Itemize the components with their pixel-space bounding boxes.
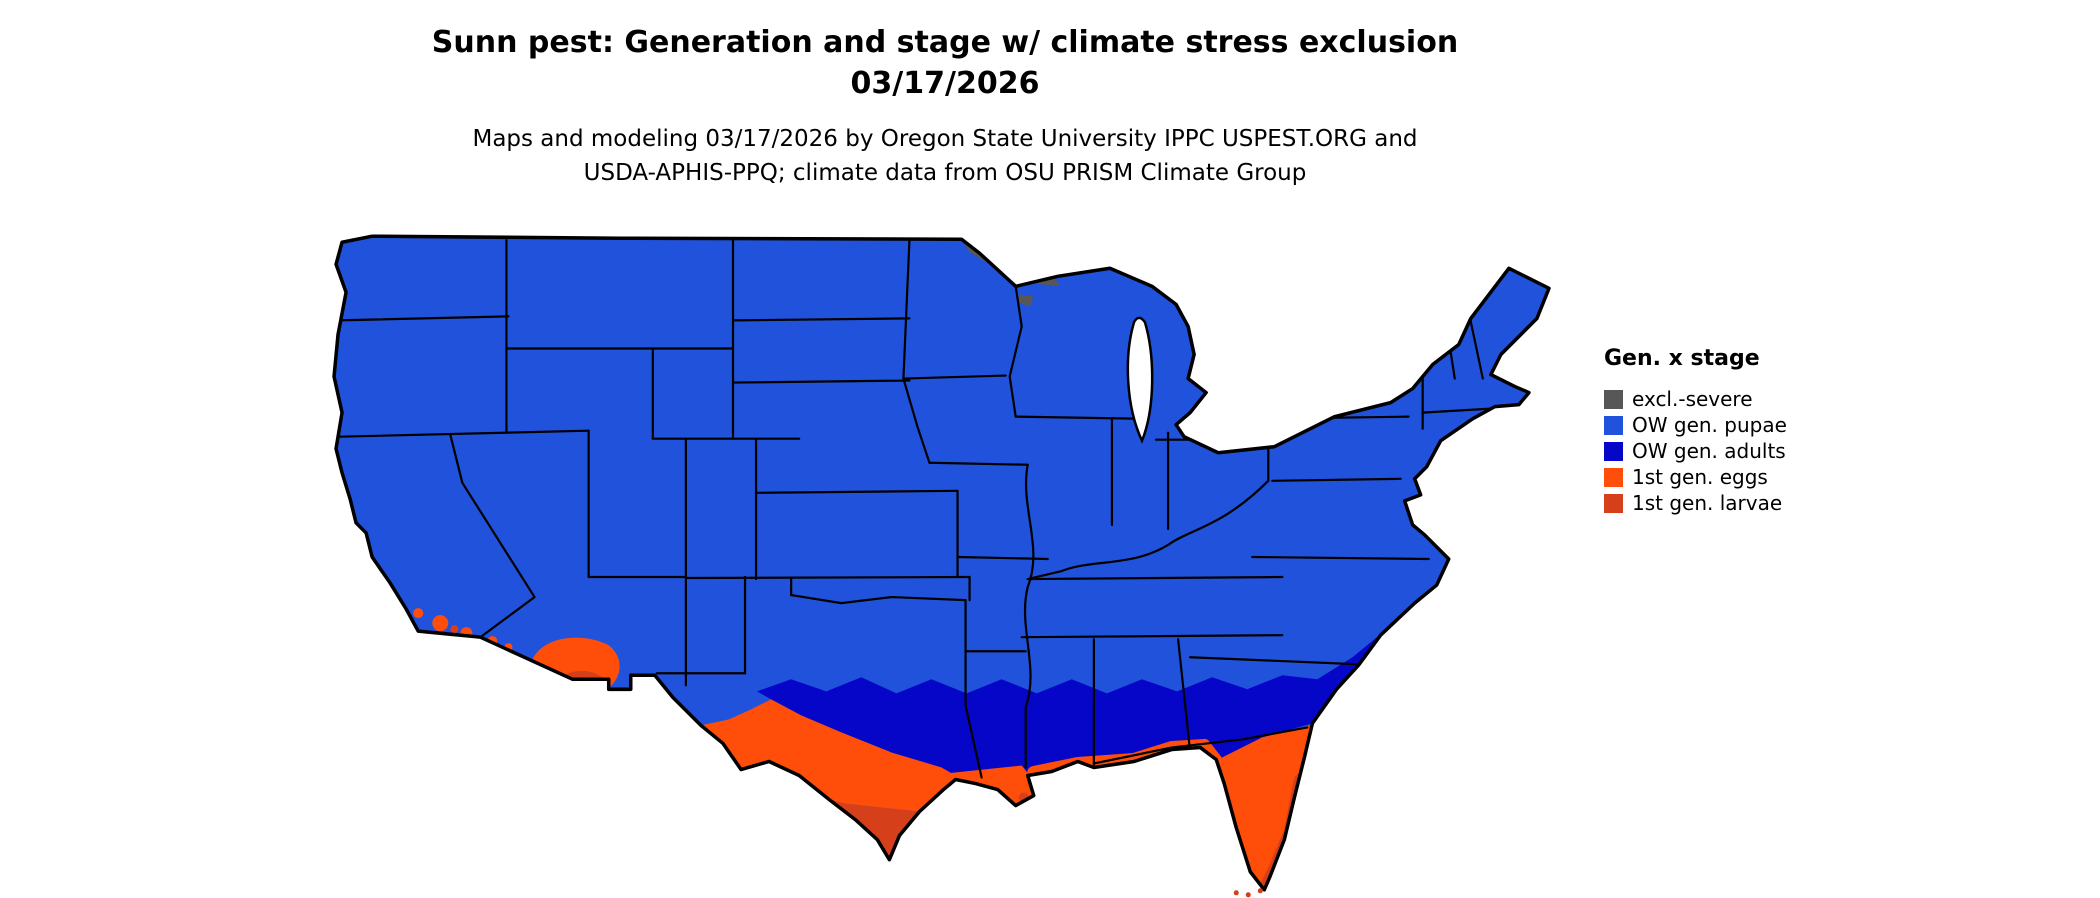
legend-title: Gen. x stage	[1604, 346, 1760, 371]
region-eggs-texas	[700, 699, 956, 812]
legend-swatch-larvae	[1604, 493, 1623, 513]
keys-dot-2	[1245, 892, 1251, 898]
legend-item-eggs: 1st gen. eggs	[1604, 464, 1884, 490]
state-borders	[336, 239, 1492, 779]
lake-michigan	[1126, 316, 1154, 444]
legend-swatch-eggs	[1604, 467, 1623, 487]
region-eggs-florida-peninsula	[1218, 725, 1311, 888]
page-subtitle: Maps and modeling 03/17/2026 by Oregon S…	[350, 122, 1540, 190]
legend-label-ow-pupae: OW gen. pupae	[1632, 413, 1787, 437]
region-larvae-rio-grande	[829, 799, 920, 860]
title-line-1: Sunn pest: Generation and stage w/ clima…	[431, 25, 1459, 60]
legend-label-ow-adults: OW gen. adults	[1632, 439, 1786, 463]
region-ow-adults-band	[757, 629, 1387, 806]
page-title: Sunn pest: Generation and stage w/ clima…	[350, 22, 1540, 104]
legend-label-eggs: 1st gen. eggs	[1632, 465, 1768, 489]
keys-dot-1	[1233, 890, 1239, 896]
legend-item-ow-adults: OW gen. adults	[1604, 438, 1884, 464]
legend-swatch-ow-adults	[1604, 441, 1623, 461]
subtitle-line-2: USDA-APHIS-PPQ; climate data from OSU PR…	[583, 160, 1307, 186]
legend-label-excl-severe: excl.-severe	[1632, 387, 1753, 411]
us-map	[332, 234, 1551, 898]
legend-label-larvae: 1st gen. larvae	[1632, 491, 1783, 515]
region-eggs-socal-4	[413, 608, 424, 619]
region-eggs-socal-1	[432, 615, 449, 632]
florida-keys	[1233, 888, 1263, 898]
region-excl-severe-minnesota-spot	[1017, 294, 1034, 307]
title-line-2: 03/17/2026	[850, 66, 1040, 101]
legend-item-excl-severe: excl.-severe	[1604, 386, 1884, 412]
region-larvae-socal-dot	[450, 625, 459, 634]
map-legend: Gen. x stage excl.-severe OW gen. pupae …	[1604, 346, 1884, 516]
keys-dot-3	[1257, 888, 1263, 894]
legend-swatch-ow-pupae	[1604, 415, 1623, 435]
legend-item-ow-pupae: OW gen. pupae	[1604, 412, 1884, 438]
subtitle-line-1: Maps and modeling 03/17/2026 by Oregon S…	[472, 126, 1418, 152]
legend-item-larvae: 1st gen. larvae	[1604, 490, 1884, 516]
legend-swatch-excl-severe	[1604, 389, 1623, 409]
